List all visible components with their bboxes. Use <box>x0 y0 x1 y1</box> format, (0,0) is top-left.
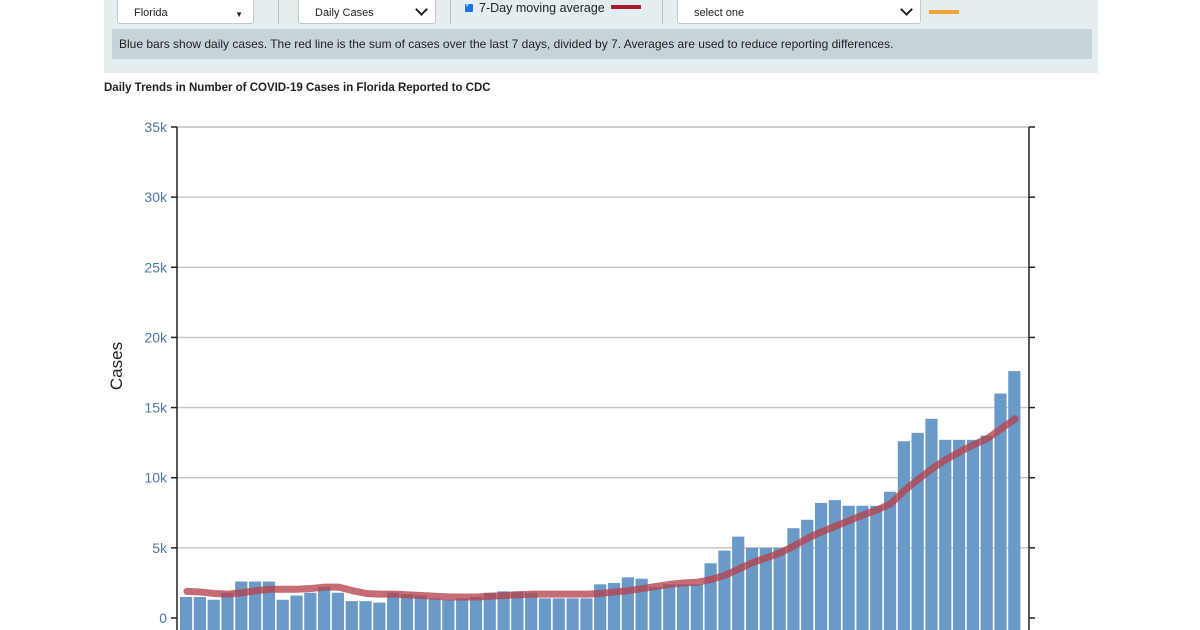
bar <box>663 584 676 630</box>
bar <box>676 584 690 630</box>
y-tick-label: 20k <box>144 329 168 345</box>
divider <box>278 0 279 24</box>
divider <box>662 0 663 24</box>
bar <box>897 441 910 630</box>
bar <box>373 602 386 630</box>
y-tick-label: 35k <box>144 119 168 135</box>
bar <box>290 595 303 630</box>
bar <box>276 599 289 630</box>
bar <box>221 592 234 630</box>
bar <box>787 528 800 630</box>
bar <box>966 439 979 630</box>
bar <box>649 587 662 630</box>
bar <box>304 592 317 630</box>
moving-average-label: 7-Day moving average <box>479 1 605 15</box>
y-tick-label: 5k <box>152 540 168 556</box>
bar <box>732 536 745 630</box>
bar <box>207 599 220 630</box>
moving-average-line <box>183 415 1019 601</box>
divider <box>450 0 451 24</box>
bar <box>1008 371 1021 630</box>
bar <box>911 432 924 630</box>
bar <box>952 439 966 630</box>
bar <box>180 596 193 630</box>
bar <box>387 592 400 630</box>
bar <box>525 592 538 630</box>
bar <box>469 596 483 630</box>
bar <box>801 519 814 630</box>
bar <box>745 547 759 630</box>
chart-title: Daily Trends in Number of COVID-19 Cases… <box>104 82 491 94</box>
metric-select[interactable]: Daily Cases <box>298 0 436 24</box>
bar <box>456 598 469 630</box>
moving-average-toggle[interactable]: 7-Day moving average <box>465 0 605 15</box>
bar <box>621 577 634 630</box>
bar <box>773 547 786 630</box>
bar <box>331 592 345 630</box>
moving-average-series <box>183 415 1019 601</box>
y-tick-label: 10k <box>144 470 168 486</box>
bar <box>511 591 524 630</box>
bar <box>442 599 455 630</box>
chart-caption: Blue bars show daily cases. The red line… <box>112 29 1092 59</box>
bar <box>414 595 427 630</box>
bar-series <box>180 371 1021 630</box>
bar <box>939 439 952 630</box>
bar <box>552 598 565 630</box>
bar <box>400 594 414 630</box>
bar <box>994 393 1007 630</box>
compare-select[interactable]: select one <box>677 0 921 24</box>
bar <box>856 505 869 630</box>
moving-average-legend-swatch <box>611 5 641 9</box>
bar <box>814 502 828 630</box>
bar <box>690 584 703 630</box>
bar <box>262 581 276 630</box>
caret-down-icon: ▼ <box>235 10 243 19</box>
bar <box>883 491 897 630</box>
metric-select-value: Daily Cases <box>315 7 374 19</box>
y-tick-label: 25k <box>144 259 168 275</box>
gridlines <box>177 126 1029 549</box>
bar <box>870 505 883 630</box>
bar <box>925 418 938 630</box>
bar <box>580 598 593 630</box>
bar <box>193 596 206 630</box>
y-axis-label: Cases <box>107 342 126 390</box>
state-select[interactable]: Florida ▼ <box>117 0 254 24</box>
y-tick-label: 0 <box>159 610 167 626</box>
bar <box>359 601 372 630</box>
compare-legend-swatch <box>929 10 959 14</box>
y-tick-label: 30k <box>144 189 168 205</box>
bar <box>566 598 579 630</box>
y-tick-label: 15k <box>144 400 168 416</box>
state-select-value: Florida <box>134 7 168 19</box>
bar <box>759 547 772 630</box>
bar <box>318 587 331 630</box>
checkbox-checked-icon[interactable] <box>465 0 473 12</box>
bar <box>538 598 552 630</box>
compare-select-placeholder: select one <box>694 7 745 19</box>
bar <box>483 592 496 630</box>
bar <box>718 550 731 630</box>
bar <box>828 500 841 630</box>
bar <box>345 601 358 630</box>
bar <box>497 591 510 630</box>
bar <box>842 505 855 630</box>
bar <box>980 435 993 630</box>
bar <box>428 598 441 630</box>
bar <box>704 563 717 630</box>
axes: 0 5k 10k 15k 20k 25k 30k 35k <box>144 119 1035 630</box>
